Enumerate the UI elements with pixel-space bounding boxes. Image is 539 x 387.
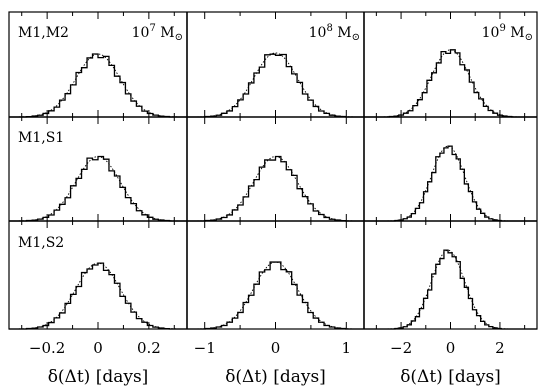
x-tick-label: 2 [495, 339, 505, 357]
model-curve [8, 53, 188, 118]
histogram-series [187, 53, 364, 118]
model-curve [8, 156, 188, 222]
panel-r2-c3 [364, 117, 537, 222]
x-tick-label: 0 [93, 339, 103, 357]
histogram-series [9, 155, 187, 222]
histogram-series [364, 249, 537, 330]
histogram-series [187, 261, 364, 330]
column-label: 108 M⊙ [309, 23, 360, 43]
histogram-series [9, 262, 187, 330]
row-label: M1,S2 [18, 235, 64, 251]
histogram-series [364, 145, 537, 222]
x-tick-label: 0 [271, 339, 281, 357]
histogram-series [9, 53, 187, 118]
model-curve [364, 145, 537, 222]
histogram-series [187, 155, 364, 222]
plot-frame [8, 11, 538, 330]
panel-r2-c2 [187, 117, 364, 222]
panel-r1-c1 [8, 12, 188, 118]
panel-r1-c2 [187, 12, 364, 118]
panel-r2-c1 [8, 117, 188, 222]
model-curve [8, 262, 188, 330]
model-curve [364, 249, 537, 330]
x-tick-label: −1 [194, 339, 216, 357]
model-curve [364, 49, 537, 118]
histogram-series [364, 49, 537, 118]
x-axis-title: δ(Δt) [days] [48, 367, 149, 387]
panel-r3-c1 [8, 221, 188, 330]
panel-r1-c3 [364, 12, 537, 118]
column-label: 107 M⊙ [132, 23, 183, 43]
panel-r3-c2 [187, 221, 364, 330]
x-tick-label: 0 [446, 339, 456, 357]
x-tick-label: −2 [390, 339, 412, 357]
model-curve [187, 156, 364, 222]
x-tick-label: −0.2 [29, 339, 65, 357]
column-label: 109 M⊙ [482, 23, 533, 43]
row-label: M1,M2 [18, 25, 69, 41]
x-tick-label: 0.2 [137, 339, 161, 357]
model-curve [187, 52, 364, 118]
model-curve [187, 261, 364, 330]
panel-r3-c3 [364, 221, 537, 330]
row-label: M1,S1 [18, 130, 64, 146]
x-axis-title: δ(Δt) [days] [225, 367, 326, 387]
x-axis-title: δ(Δt) [days] [400, 367, 501, 387]
x-tick-label: 1 [342, 339, 352, 357]
